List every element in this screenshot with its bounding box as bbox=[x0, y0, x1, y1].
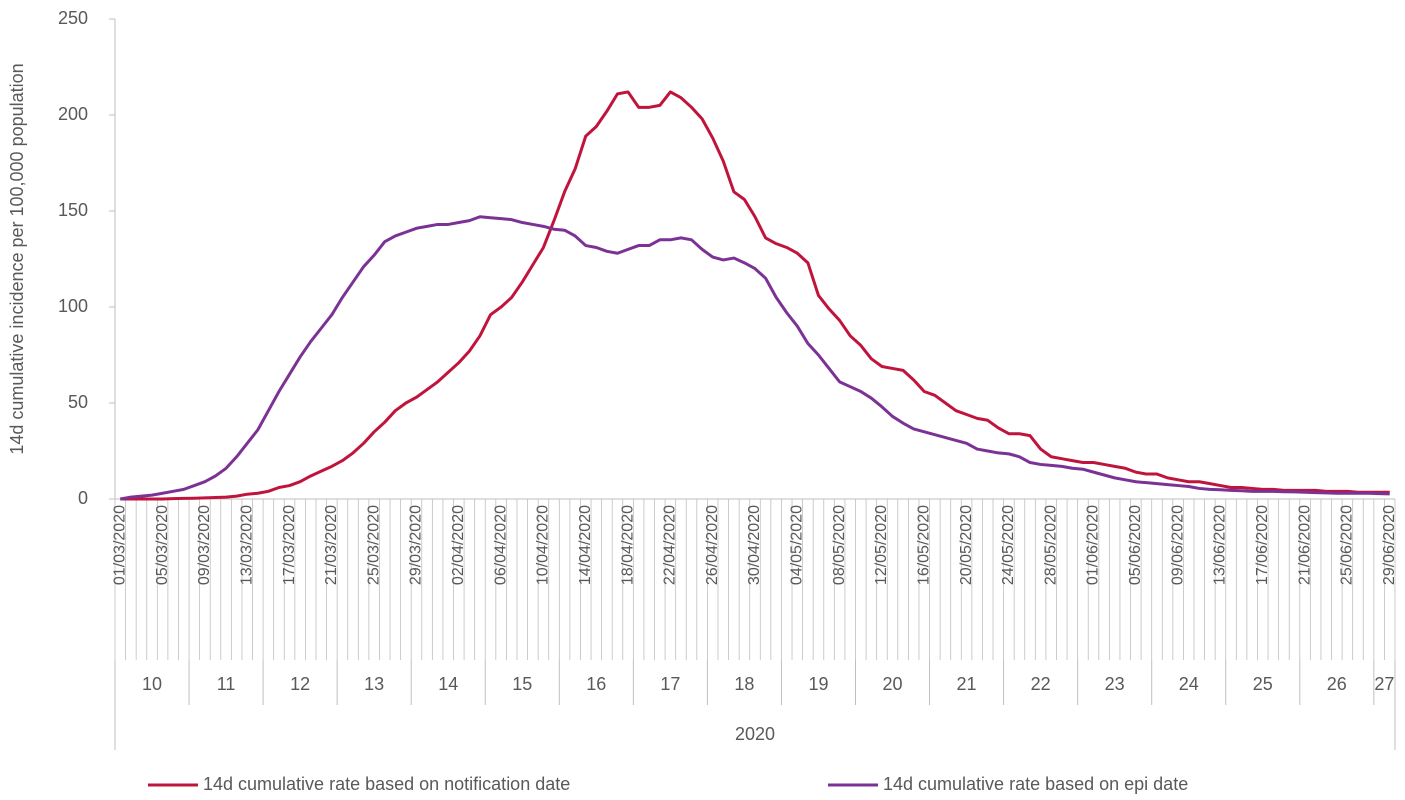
x-tick-label: 30/04/2020 bbox=[746, 505, 763, 585]
x-tick-label: 12/05/2020 bbox=[873, 505, 890, 585]
x-tick-label: 26/04/2020 bbox=[704, 505, 721, 585]
y-tick-label: 200 bbox=[58, 104, 88, 124]
x-tick-label: 02/04/2020 bbox=[450, 505, 467, 585]
x-tick-label: 01/03/2020 bbox=[112, 505, 129, 585]
x-tick-label: 17/03/2020 bbox=[281, 505, 298, 585]
x-tick-label: 16/05/2020 bbox=[915, 505, 932, 585]
week-label: 12 bbox=[290, 674, 310, 694]
x-tick-label: 29/06/2020 bbox=[1381, 505, 1398, 585]
x-tick-label: 28/05/2020 bbox=[1042, 505, 1059, 585]
week-label: 25 bbox=[1253, 674, 1273, 694]
week-label: 24 bbox=[1179, 674, 1199, 694]
week-label: 20 bbox=[883, 674, 903, 694]
x-tick-label: 21/03/2020 bbox=[323, 505, 340, 585]
x-tick-label: 29/03/2020 bbox=[408, 505, 425, 585]
week-label: 15 bbox=[512, 674, 532, 694]
x-tick-label: 18/04/2020 bbox=[619, 505, 636, 585]
week-label: 27 bbox=[1374, 674, 1394, 694]
week-label: 10 bbox=[142, 674, 162, 694]
x-tick-label: 10/04/2020 bbox=[535, 505, 552, 585]
x-tick-label: 05/03/2020 bbox=[154, 505, 171, 585]
x-tick-label: 17/06/2020 bbox=[1254, 505, 1271, 585]
week-label: 17 bbox=[660, 674, 680, 694]
x-tick-label: 24/05/2020 bbox=[1000, 505, 1017, 585]
x-tick-label: 25/06/2020 bbox=[1339, 505, 1356, 585]
week-label: 13 bbox=[364, 674, 384, 694]
week-label: 11 bbox=[217, 674, 236, 694]
x-tick-label: 22/04/2020 bbox=[662, 505, 679, 585]
week-label: 22 bbox=[1031, 674, 1051, 694]
y-tick-label: 0 bbox=[78, 488, 88, 508]
y-tick-label: 250 bbox=[58, 8, 88, 28]
week-label: 26 bbox=[1327, 674, 1347, 694]
series-line bbox=[120, 215, 1390, 501]
x-tick-label: 05/06/2020 bbox=[1127, 505, 1144, 585]
x-tick-label: 01/06/2020 bbox=[1085, 505, 1102, 585]
x-tick-label: 21/06/2020 bbox=[1296, 505, 1313, 585]
week-label: 16 bbox=[586, 674, 606, 694]
legend-label: 14d cumulative rate based on epi date bbox=[883, 774, 1188, 794]
y-tick-label: 150 bbox=[58, 200, 88, 220]
x-tick-label: 06/04/2020 bbox=[492, 505, 509, 585]
legend-label: 14d cumulative rate based on notificatio… bbox=[203, 774, 570, 794]
week-label: 21 bbox=[957, 674, 977, 694]
x-tick-label: 13/03/2020 bbox=[238, 505, 255, 585]
year-label: 2020 bbox=[735, 724, 775, 744]
x-tick-label: 14/04/2020 bbox=[577, 505, 594, 585]
x-tick-label: 20/05/2020 bbox=[958, 505, 975, 585]
x-tick-label: 08/05/2020 bbox=[831, 505, 848, 585]
y-tick-label: 50 bbox=[68, 392, 88, 412]
x-tick-label: 09/06/2020 bbox=[1169, 505, 1186, 585]
x-tick-label: 13/06/2020 bbox=[1212, 505, 1229, 585]
y-tick-label: 100 bbox=[58, 296, 88, 316]
x-tick-label: 09/03/2020 bbox=[196, 505, 213, 585]
series-line bbox=[120, 90, 1390, 501]
y-axis-title: 14d cumulative incidence per 100,000 pop… bbox=[7, 63, 27, 454]
x-tick-label: 04/05/2020 bbox=[789, 505, 806, 585]
week-label: 14 bbox=[438, 674, 458, 694]
week-label: 19 bbox=[808, 674, 828, 694]
week-label: 23 bbox=[1105, 674, 1125, 694]
x-tick-label: 25/03/2020 bbox=[365, 505, 382, 585]
week-label: 18 bbox=[734, 674, 754, 694]
